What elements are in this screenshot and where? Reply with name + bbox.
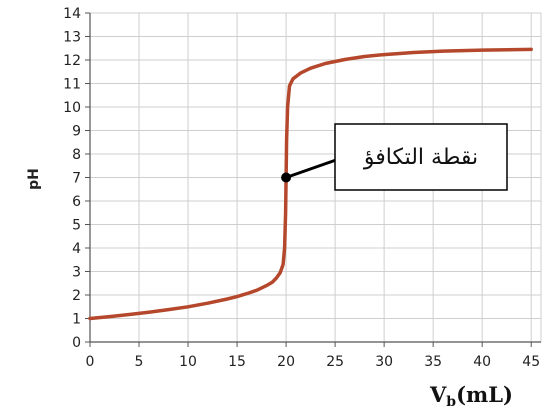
y-tick-label: 10 bbox=[63, 100, 81, 116]
x-tick-label: 5 bbox=[135, 354, 144, 370]
y-tick-label: 0 bbox=[72, 335, 81, 351]
annotation-text: نقطة التكافؤ bbox=[363, 145, 478, 170]
x-tick-label: 0 bbox=[86, 354, 95, 370]
y-tick-label: 4 bbox=[72, 241, 81, 257]
x-tick-label: 45 bbox=[522, 354, 540, 370]
y-tick-label: 2 bbox=[72, 288, 81, 304]
x-axis-label: Vb(mL) bbox=[429, 382, 513, 410]
x-tick-label: 20 bbox=[277, 354, 295, 370]
equivalence-point-marker bbox=[281, 172, 292, 183]
y-tick-label: 6 bbox=[72, 194, 81, 210]
x-tick-label: 15 bbox=[228, 354, 246, 370]
axes bbox=[85, 12, 541, 347]
annotation-pointer bbox=[285, 158, 337, 179]
y-axis-label: pH bbox=[26, 168, 42, 190]
y-tick-label: 14 bbox=[63, 6, 81, 22]
y-tick-label: 11 bbox=[63, 77, 81, 93]
y-tick-label: 5 bbox=[72, 218, 81, 234]
y-tick-label: 1 bbox=[72, 312, 81, 328]
y-tick-label: 13 bbox=[63, 30, 81, 46]
y-tick-label: 12 bbox=[63, 53, 81, 69]
y-tick-label: 9 bbox=[72, 124, 81, 140]
x-axis-label-unit: (mL) bbox=[456, 382, 513, 407]
x-axis-label-main: V bbox=[429, 382, 447, 407]
x-tick-label: 25 bbox=[326, 354, 344, 370]
x-tick-label: 35 bbox=[424, 354, 442, 370]
x-tick-label: 30 bbox=[375, 354, 393, 370]
x-tick-labels: 0 5 10 15 20 25 30 35 40 45 bbox=[86, 354, 541, 370]
grid bbox=[89, 12, 542, 343]
annotation-box bbox=[334, 123, 508, 191]
x-axis-label-subscript: b bbox=[446, 394, 456, 410]
x-tick-label: 40 bbox=[473, 354, 491, 370]
y-tick-label: 8 bbox=[72, 147, 81, 163]
titration-curve bbox=[88, 47, 533, 321]
x-tick-label: 10 bbox=[179, 354, 197, 370]
y-tick-label: 3 bbox=[72, 265, 81, 281]
y-tick-label: 7 bbox=[72, 171, 81, 187]
